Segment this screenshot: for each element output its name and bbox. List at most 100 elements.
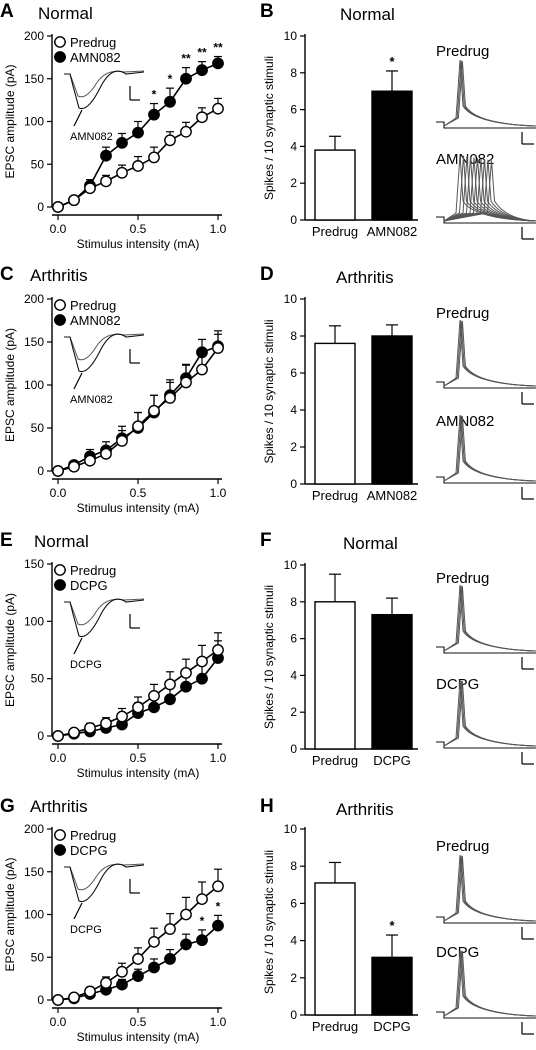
- legend-marker: [54, 51, 66, 63]
- x-tick-label: 1.0: [210, 222, 227, 236]
- bar: [314, 601, 356, 750]
- panel-e: E Normal 0 50 100 150 0.0 0.5 1.0 Stimulus intens…: [0, 530, 227, 780]
- y-tick-label: 0: [290, 1008, 297, 1022]
- category-label: Predrug: [312, 224, 358, 239]
- data-point: [52, 730, 64, 742]
- category-label: AMN082: [367, 488, 418, 503]
- y-tick-label: 50: [31, 672, 45, 686]
- y-tick-label: 6: [290, 103, 297, 117]
- significance-star: *: [152, 88, 157, 102]
- y-tick-label: 200: [24, 29, 44, 43]
- y-tick-label: 6: [290, 896, 297, 910]
- data-point: [196, 672, 208, 685]
- data-point: [180, 908, 192, 921]
- y-tick-label: 2: [290, 705, 297, 719]
- data-point: [116, 434, 128, 447]
- data-point: [180, 938, 192, 951]
- data-point: [196, 655, 208, 668]
- panel-title: Arthritis: [30, 266, 88, 285]
- panel-letter: B: [260, 1, 274, 22]
- y-tick-label: 50: [31, 421, 45, 435]
- data-point: [100, 447, 112, 460]
- spike-trace: [443, 160, 536, 222]
- panel-title: Normal: [343, 534, 398, 553]
- significance-star: *: [389, 918, 395, 933]
- inset-trace: [64, 598, 145, 638]
- trace-label: Predrug: [436, 305, 489, 322]
- bar: [314, 342, 356, 485]
- panel-title: Normal: [34, 532, 89, 551]
- legend-label: AMN082: [70, 50, 121, 65]
- data-point: [84, 985, 96, 998]
- category-label: DCPG: [373, 753, 411, 768]
- bar: [314, 149, 356, 221]
- inset-trace: [64, 333, 145, 361]
- data-point: [196, 64, 208, 77]
- significance-star: *: [216, 899, 221, 913]
- y-tick-label: 100: [24, 378, 44, 392]
- x-tick-label: 0.0: [50, 222, 67, 236]
- data-point: [148, 108, 160, 121]
- data-point: [84, 182, 96, 195]
- category-label: Predrug: [312, 488, 358, 503]
- inset-trace: [64, 863, 145, 903]
- legend-marker: [54, 844, 66, 856]
- data-point: [180, 72, 192, 85]
- trace-label: DCPG: [436, 944, 479, 961]
- trace-baseline: [436, 741, 536, 749]
- y-tick-label: 4: [290, 668, 297, 682]
- data-point: [132, 420, 144, 433]
- data-point: [116, 965, 128, 978]
- data-point: [52, 994, 64, 1006]
- category-label: AMN082: [367, 224, 418, 239]
- data-point: [196, 363, 208, 376]
- x-tick-label: 0.5: [130, 751, 147, 765]
- y-tick-label: 6: [290, 632, 297, 646]
- x-axis-label: Stimulus intensity (mA): [77, 501, 200, 515]
- x-tick-label: 0.0: [50, 1015, 67, 1029]
- data-point: [180, 376, 192, 389]
- data-point: [52, 465, 64, 477]
- legend-label: Predrug: [70, 35, 116, 50]
- y-tick-label: 2: [290, 440, 297, 454]
- legend-marker: [54, 36, 66, 48]
- spike-trace: [443, 586, 536, 652]
- data-point: [164, 693, 176, 706]
- y-tick-label: 50: [31, 950, 45, 964]
- data-point: [132, 160, 144, 172]
- y-axis-label: Spikes / 10 synaptic stimuli: [262, 850, 276, 994]
- inset-trace: [64, 598, 145, 626]
- data-point: [212, 342, 224, 354]
- inset-label: DCPG: [70, 659, 102, 671]
- inset-label: AMN082: [70, 394, 113, 406]
- data-point: [100, 149, 112, 162]
- y-tick-label: 4: [290, 403, 297, 417]
- legend-label: AMN082: [70, 313, 121, 328]
- data-point: [68, 460, 80, 473]
- category-label: Predrug: [312, 753, 358, 768]
- data-point: [164, 923, 176, 935]
- spike-trace: [443, 321, 536, 387]
- y-tick-label: 4: [290, 139, 297, 153]
- trace-baseline: [436, 216, 536, 224]
- data-point: [148, 961, 160, 974]
- y-tick-label: 0: [37, 993, 44, 1007]
- panel-letter: A: [0, 1, 14, 22]
- panel-c: C Arthritis 0 50 100 150 200 0.0 0.5 1.0 Stimulus …: [0, 264, 227, 515]
- data-point: [196, 893, 208, 906]
- bar: [371, 335, 413, 485]
- panel-b: B Normal 0 2 4 6 8 10 Spikes / 10 synaptic stimu…: [260, 1, 536, 240]
- trace-label: DCPG: [436, 676, 479, 693]
- y-tick-label: 0: [37, 200, 44, 214]
- data-point: [148, 151, 160, 164]
- data-point: [68, 991, 80, 1004]
- legend-label: DCPG: [70, 578, 108, 593]
- bar: [314, 882, 356, 1016]
- y-tick-label: 8: [290, 595, 297, 609]
- y-tick-label: 10: [284, 292, 298, 306]
- trace-baseline: [436, 916, 536, 924]
- trace-baseline: [436, 1011, 536, 1019]
- data-point: [212, 644, 224, 656]
- y-tick-label: 150: [24, 557, 44, 571]
- inset-trace: [64, 70, 145, 98]
